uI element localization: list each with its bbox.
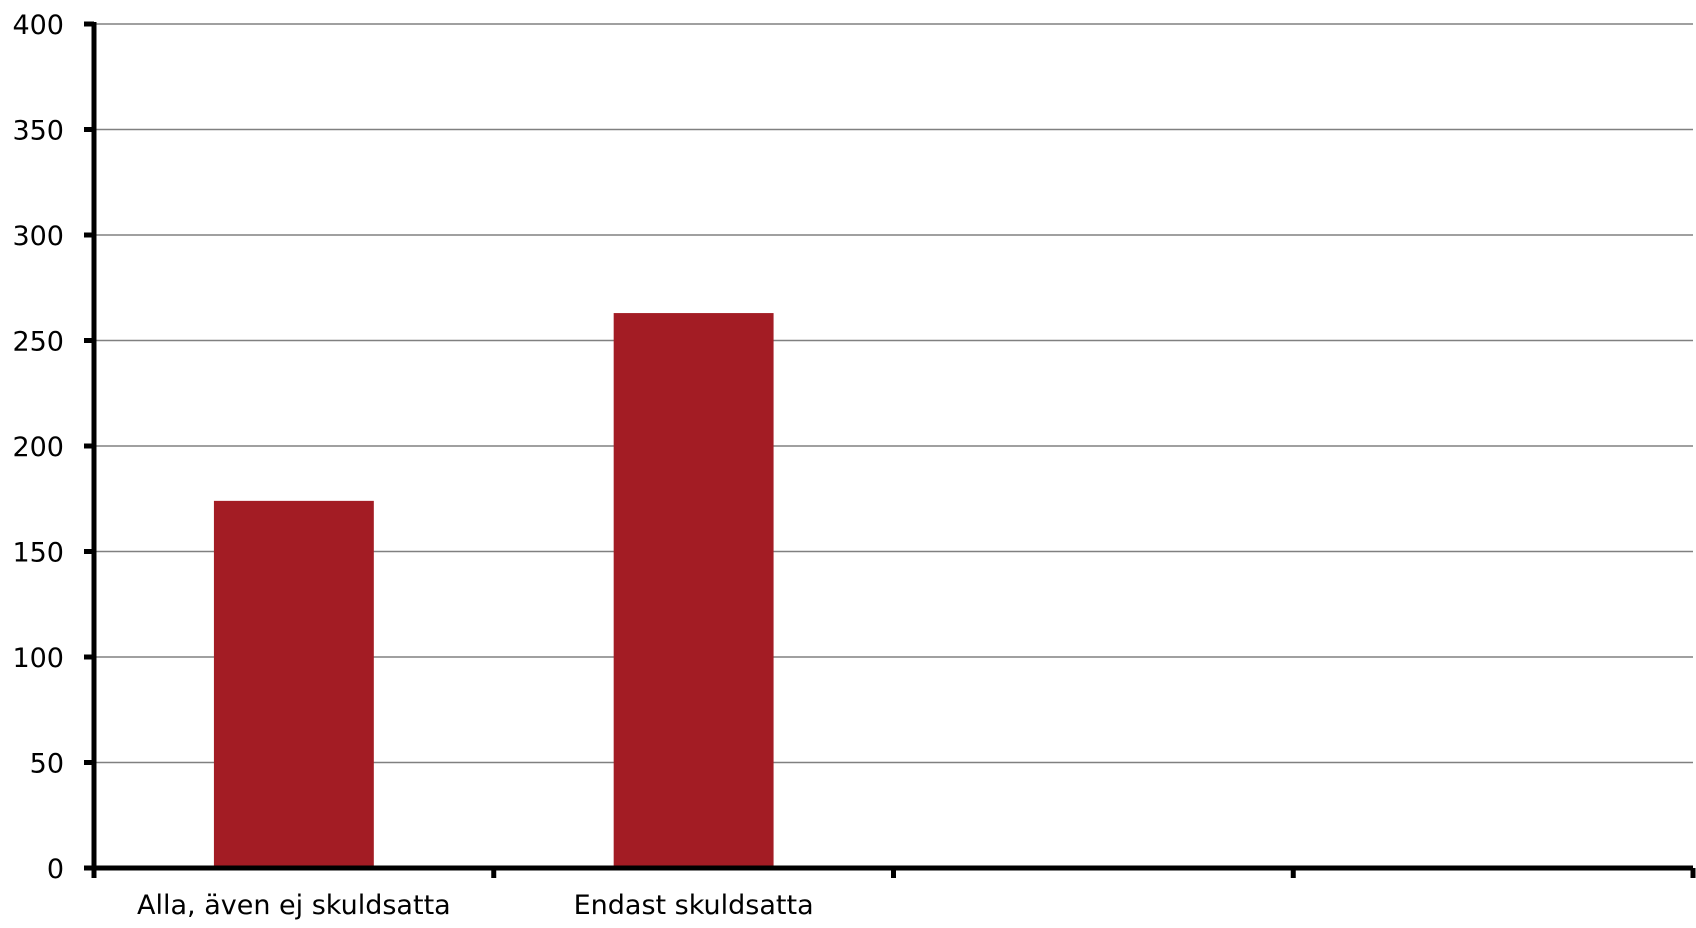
bar-1 <box>213 500 374 868</box>
y-tick-label: 250 <box>12 327 64 358</box>
tick-labels: 0 50 100 150 200 250 300 350 400 Alla, även ej sk… <box>12 10 813 921</box>
y-tick-label: 150 <box>12 538 64 569</box>
y-tick-label: 400 <box>12 10 64 41</box>
y-tick-label: 300 <box>12 221 64 252</box>
y-tick-label: 0 <box>47 854 64 885</box>
bar-2 <box>613 313 774 868</box>
x-tick-label: Endast skuldsatta <box>574 890 814 921</box>
bars <box>213 313 774 868</box>
y-tick-label: 100 <box>12 643 64 674</box>
y-tick-label: 200 <box>12 432 64 463</box>
y-tick-label: 350 <box>12 116 64 147</box>
axes <box>84 21 1696 878</box>
x-tick-label: Alla, även ej skuldsatta <box>137 890 451 921</box>
y-tick-label: 50 <box>30 749 64 780</box>
